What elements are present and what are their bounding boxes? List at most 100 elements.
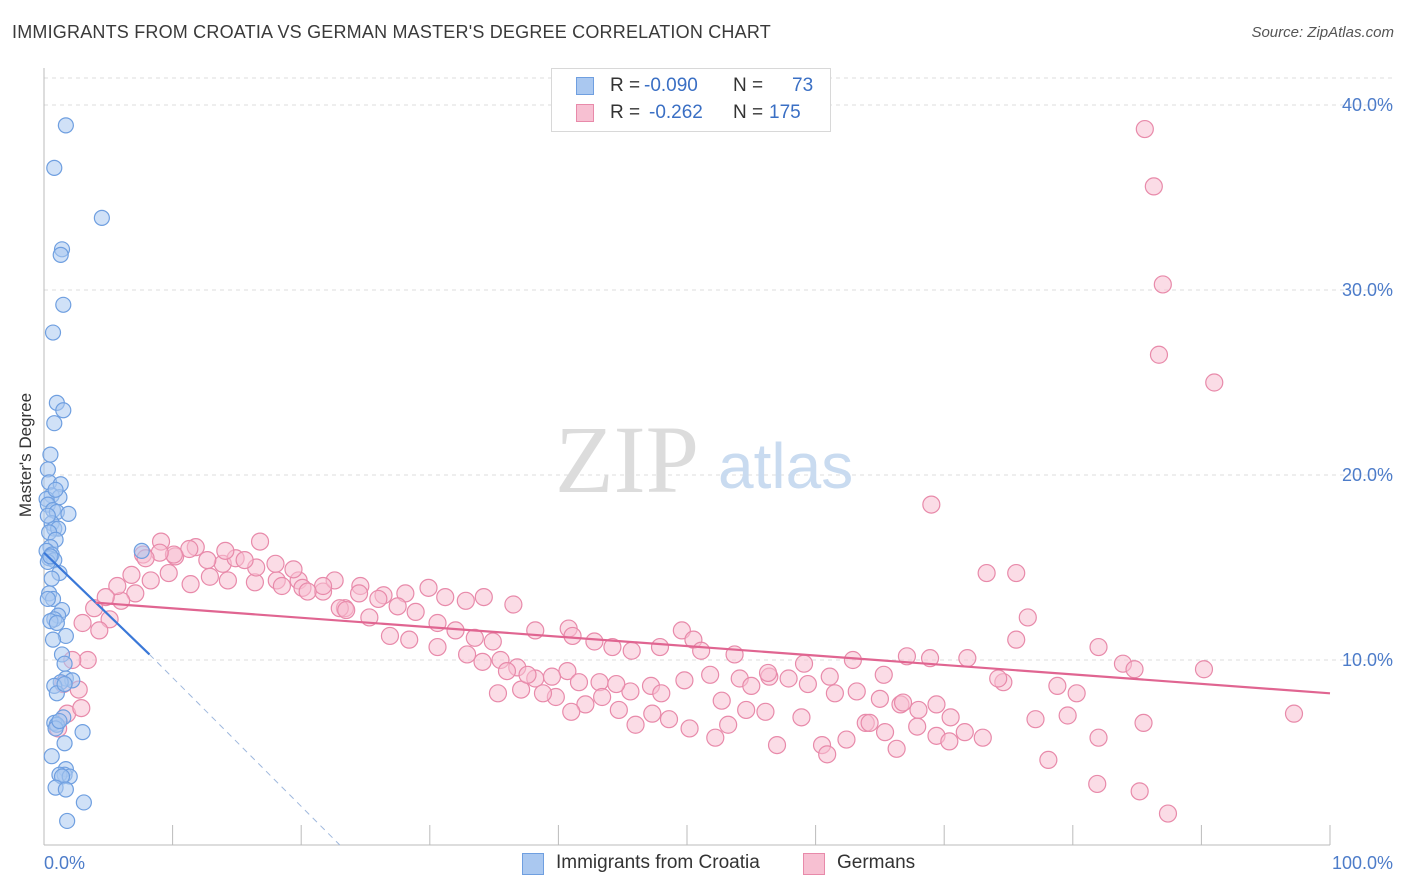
germans-point (159, 563, 178, 583)
germans-point (473, 652, 492, 671)
germans-trend-line (95, 601, 1331, 695)
germans-point (126, 584, 145, 603)
germans-point (428, 637, 447, 657)
germans-point (860, 713, 879, 733)
germans-point (1153, 275, 1172, 294)
germans-point (955, 723, 974, 742)
germans-point (920, 649, 940, 668)
germans-point (837, 730, 856, 749)
croatia-point (57, 781, 74, 798)
bottom-legend-swatch-croatia (522, 853, 544, 875)
legend-n-label: N = (733, 75, 764, 96)
germans-point (794, 654, 814, 673)
germans-points (49, 119, 1304, 823)
germans-point (90, 621, 109, 640)
germans-point (870, 689, 890, 708)
y-tick-label: 10.0% (1342, 650, 1393, 670)
germans-point (235, 550, 254, 570)
germans-point (78, 650, 97, 670)
germans-point (792, 708, 811, 727)
germans-point (349, 584, 369, 603)
germans-point (504, 595, 523, 614)
germans-point (609, 700, 628, 720)
germans-point (1205, 373, 1224, 392)
germans-point (419, 578, 438, 597)
croatia-point (55, 296, 72, 313)
croatia-point (42, 548, 59, 565)
germans-point (576, 695, 595, 714)
correlation-legend: R = -0.090 N = 73 R = -0.262 N = 175 (551, 68, 831, 132)
germans-point (909, 700, 928, 720)
legend-n-value: 73 (792, 75, 814, 96)
x-tick-label-min: 0.0% (44, 853, 85, 873)
germans-point (96, 587, 115, 607)
croatia-point (42, 446, 59, 463)
germans-point (272, 576, 292, 596)
germans-point (72, 698, 91, 718)
legend-n-label: N = (733, 102, 764, 123)
germans-point (1026, 710, 1045, 729)
germans-point (218, 571, 237, 590)
germans-point (1125, 660, 1144, 679)
germans-point (100, 610, 119, 629)
germans-point (1048, 676, 1067, 696)
germans-point (874, 665, 893, 684)
germans-point (73, 613, 92, 633)
germans-point (922, 495, 941, 514)
croatia-point (43, 748, 60, 765)
germans-point (380, 626, 400, 646)
germans-point (266, 554, 285, 573)
germans-point (712, 691, 731, 710)
germans-point (1039, 750, 1058, 770)
germans-point (436, 587, 455, 607)
germans-point (298, 582, 317, 601)
germans-point (621, 682, 640, 701)
germans-point (989, 669, 1008, 688)
croatia-point (57, 117, 74, 134)
germans-point (607, 674, 626, 694)
germans-point (742, 676, 761, 696)
germans-point (908, 717, 927, 736)
germans-point (590, 673, 609, 692)
germans-point (692, 641, 711, 660)
germans-point (1088, 774, 1107, 794)
croatia-point (52, 246, 69, 263)
croatia-point (75, 794, 92, 811)
legend-r-label: R = (610, 102, 641, 123)
germans-point (1058, 706, 1077, 725)
germans-point (122, 565, 141, 585)
bottom-legend-swatch-germans (803, 853, 825, 875)
germans-point (406, 602, 425, 622)
germans-point (1089, 728, 1108, 747)
germans-point (958, 649, 977, 668)
bottom-legend-label-germans: Germans (837, 852, 916, 873)
germans-point (756, 702, 775, 721)
germans-point (250, 532, 270, 551)
germans-point (456, 591, 475, 610)
germans-point (593, 687, 612, 707)
germans-point (940, 732, 959, 751)
germans-point (603, 637, 622, 657)
germans-point (626, 715, 645, 734)
germans-point (198, 550, 217, 570)
germans-point (875, 723, 895, 742)
germans-point (818, 745, 837, 764)
germans-point (284, 560, 303, 579)
germans-point (1194, 660, 1214, 679)
germans-point (562, 702, 581, 721)
germans-point (887, 739, 906, 758)
croatia-point (46, 415, 63, 432)
source-label[interactable]: Source: ZipAtlas.com (1251, 24, 1394, 41)
croatia-point (56, 735, 73, 752)
germans-point (400, 630, 419, 649)
germans-point (337, 600, 356, 620)
germans-point (1007, 630, 1026, 649)
trend-lines (43, 551, 1331, 846)
tick-labels: 0.0% 100.0% 10.0% 20.0% 30.0% 40.0% (44, 95, 1393, 873)
germans-point (1135, 119, 1154, 139)
germans-point (767, 735, 787, 755)
germans-point (369, 589, 388, 609)
watermark-zip: ZIP (555, 406, 699, 513)
germans-point (622, 641, 641, 660)
legend-r-value: -0.090 (644, 75, 698, 96)
